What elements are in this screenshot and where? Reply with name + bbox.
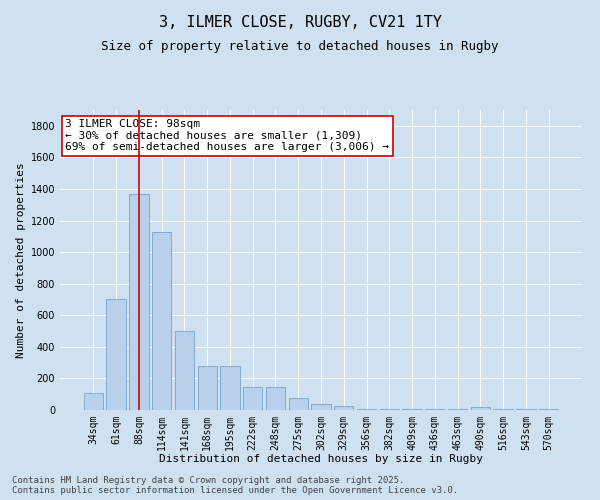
Bar [493, 409, 513, 410]
Bar [425, 409, 445, 410]
Bar [311, 404, 331, 410]
Y-axis label: Number of detached properties: Number of detached properties [16, 162, 26, 358]
Bar [243, 386, 262, 410]
Bar [539, 409, 558, 410]
Text: Size of property relative to detached houses in Rugby: Size of property relative to detached ho… [101, 40, 499, 53]
Text: 3, ILMER CLOSE, RUGBY, CV21 1TY: 3, ILMER CLOSE, RUGBY, CV21 1TY [158, 15, 442, 30]
Bar [175, 331, 194, 410]
Bar [197, 366, 217, 410]
Bar [129, 194, 149, 410]
Text: Contains HM Land Registry data © Crown copyright and database right 2025.
Contai: Contains HM Land Registry data © Crown c… [12, 476, 458, 495]
Bar [289, 398, 308, 410]
Bar [380, 409, 399, 410]
Bar [84, 394, 103, 410]
Bar [106, 298, 126, 410]
X-axis label: Distribution of detached houses by size in Rugby: Distribution of detached houses by size … [159, 454, 483, 464]
Bar [470, 407, 490, 410]
Bar [403, 409, 422, 410]
Bar [516, 409, 536, 410]
Bar [334, 406, 353, 410]
Bar [266, 386, 285, 410]
Bar [357, 408, 376, 410]
Text: 3 ILMER CLOSE: 98sqm
← 30% of detached houses are smaller (1,309)
69% of semi-de: 3 ILMER CLOSE: 98sqm ← 30% of detached h… [65, 119, 389, 152]
Bar [448, 409, 467, 410]
Bar [152, 232, 172, 410]
Bar [220, 366, 239, 410]
